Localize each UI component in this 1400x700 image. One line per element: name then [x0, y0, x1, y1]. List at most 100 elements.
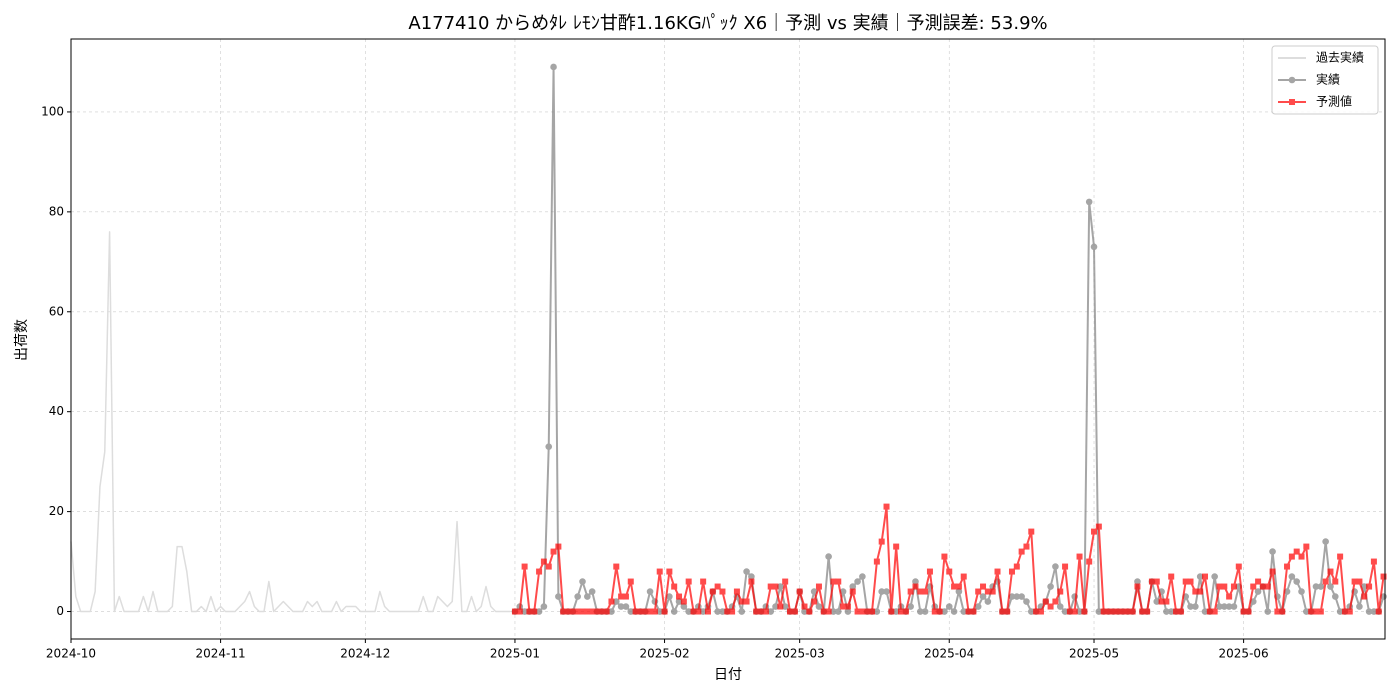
point [1312, 608, 1319, 615]
point [743, 598, 750, 605]
point [864, 608, 871, 615]
point [989, 588, 996, 595]
point [1076, 608, 1083, 615]
point [1264, 583, 1271, 590]
point [1086, 558, 1093, 565]
point [1028, 528, 1035, 535]
point [1105, 608, 1112, 615]
point [912, 578, 919, 585]
point [1052, 598, 1059, 605]
point [666, 568, 673, 575]
point [646, 588, 654, 595]
point [835, 578, 842, 585]
legend-marker [1289, 99, 1295, 105]
point [647, 608, 654, 615]
point [1192, 603, 1199, 610]
point [521, 608, 528, 615]
point [1288, 553, 1295, 560]
point [666, 593, 673, 600]
legend-label: 実績 [1316, 72, 1340, 87]
point [1134, 583, 1141, 590]
point [1269, 548, 1276, 555]
point [1197, 588, 1204, 595]
point [834, 608, 842, 615]
point [1110, 608, 1117, 615]
point [584, 608, 591, 615]
point [1119, 608, 1126, 615]
point [1317, 608, 1324, 615]
point [1115, 608, 1122, 615]
line [514, 505, 1385, 613]
point [608, 608, 615, 615]
point [965, 608, 972, 615]
point [1037, 608, 1044, 615]
point [1177, 608, 1184, 615]
x-tick-label: 2025-02 [639, 647, 689, 661]
point [1153, 598, 1161, 605]
point [1240, 608, 1247, 615]
point [1013, 563, 1020, 570]
point [733, 588, 740, 595]
point [815, 603, 823, 610]
point [888, 608, 895, 615]
point [1173, 608, 1180, 615]
point [627, 608, 635, 615]
point [791, 608, 798, 615]
point [545, 443, 553, 450]
x-tick-label: 2024-10 [46, 647, 96, 661]
point [806, 608, 813, 615]
point [772, 603, 779, 610]
point [1023, 543, 1030, 550]
point [1023, 598, 1030, 605]
point [1052, 563, 1059, 570]
point [1225, 603, 1233, 610]
point [637, 608, 644, 615]
point [545, 563, 552, 570]
legend-label: 予測値 [1316, 94, 1352, 109]
point [685, 608, 692, 615]
point [883, 588, 890, 595]
point [767, 583, 774, 590]
point [656, 568, 663, 575]
point [960, 608, 968, 615]
point [1158, 598, 1165, 605]
point [579, 608, 586, 615]
point [825, 608, 832, 615]
point [762, 608, 769, 615]
point [1163, 608, 1170, 615]
point [743, 568, 750, 575]
y-tick-label: 100 [41, 104, 64, 118]
legend-label: 過去実績 [1316, 50, 1364, 65]
point [946, 568, 953, 575]
point [1062, 563, 1069, 570]
point [536, 568, 543, 575]
point [1095, 608, 1103, 615]
point [840, 603, 847, 610]
point [593, 608, 600, 615]
point [815, 583, 822, 590]
series [511, 503, 1387, 615]
point [820, 608, 827, 615]
point [941, 608, 948, 615]
point [531, 608, 538, 615]
point [892, 608, 900, 615]
point [1202, 573, 1209, 580]
point [787, 608, 794, 615]
point [796, 588, 803, 595]
point [588, 588, 596, 595]
point [632, 608, 639, 615]
point [1221, 583, 1228, 590]
point [1100, 608, 1107, 615]
point [1187, 578, 1194, 585]
point [724, 608, 731, 615]
point [1341, 608, 1348, 615]
point [1139, 608, 1146, 615]
point [772, 583, 779, 590]
point [878, 538, 885, 545]
point [1370, 558, 1377, 565]
point [1047, 603, 1054, 610]
point [1066, 608, 1073, 615]
point [1091, 528, 1098, 535]
point [758, 608, 765, 615]
